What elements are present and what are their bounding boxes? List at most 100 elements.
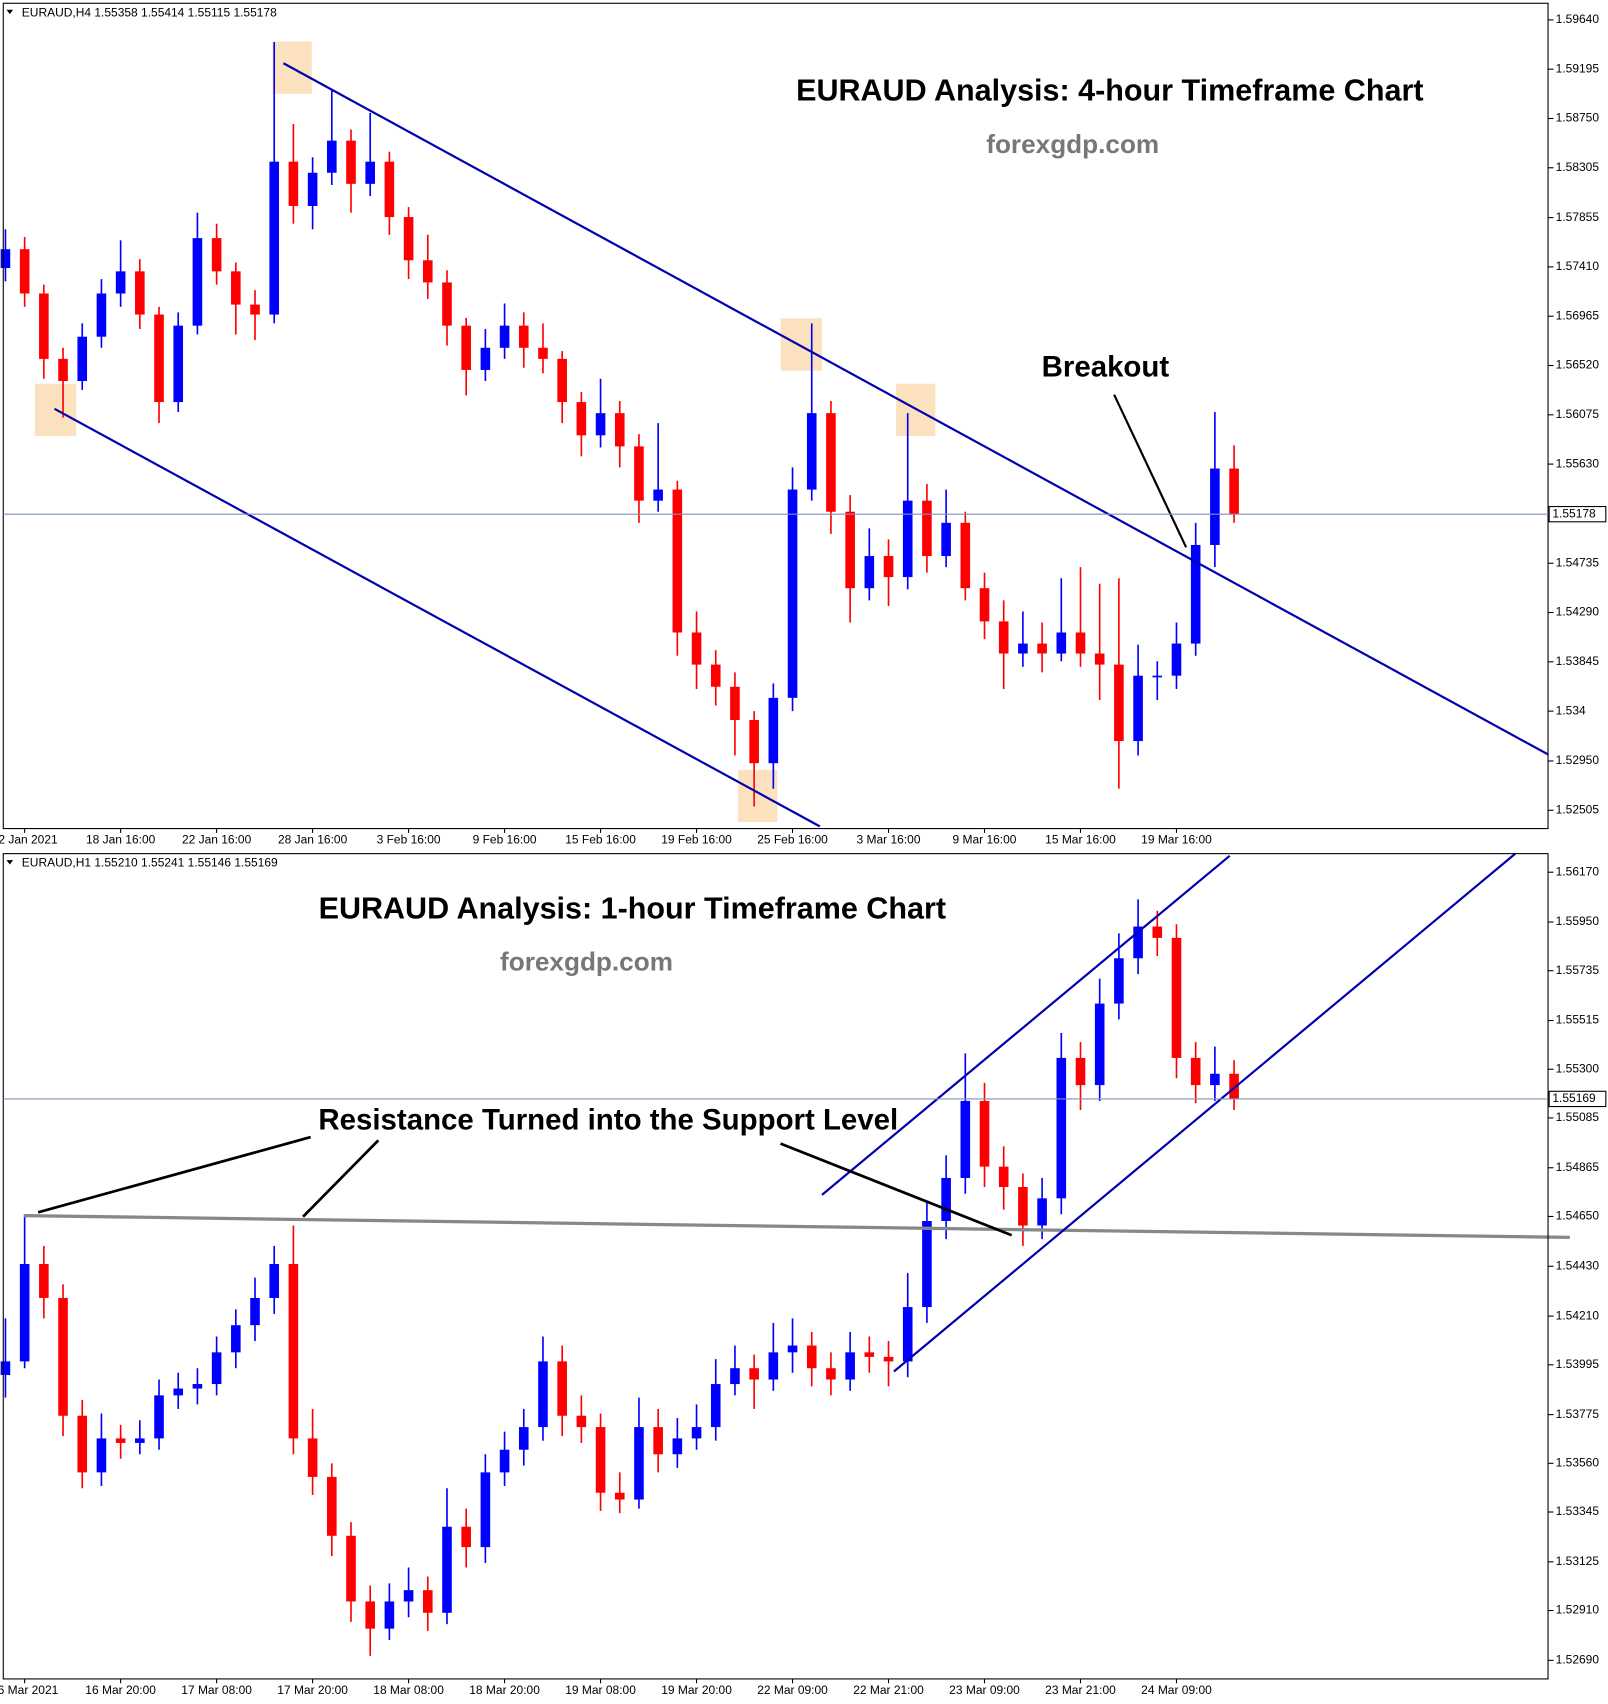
candle-body	[442, 282, 452, 326]
candle-body	[787, 489, 798, 698]
candle-body	[96, 1438, 107, 1473]
candle-body	[691, 632, 702, 665]
candle-body	[1056, 632, 1067, 654]
candle-body	[979, 1100, 990, 1167]
candle-body	[768, 697, 779, 764]
candle-body	[192, 238, 203, 326]
channel-line	[53, 407, 821, 828]
y-tick-label: 1.52505	[1556, 802, 1600, 816]
candle-body	[672, 1438, 683, 1455]
candle-body	[883, 1356, 894, 1362]
y-tick-label: 1.54210	[1556, 1308, 1600, 1322]
candle-body	[595, 413, 606, 436]
x-tick-label: 23 Mar 21:00	[1045, 1683, 1116, 1697]
candle-body	[845, 1352, 855, 1380]
candle-body	[902, 1307, 913, 1362]
y-tick-label: 1.58750	[1556, 111, 1600, 125]
x-tick-label: 22 Jan 16:00	[182, 833, 252, 847]
y-tick-label: 1.52950	[1556, 753, 1600, 767]
candle-body	[826, 1368, 836, 1380]
candle-body	[173, 325, 184, 403]
candle-body	[998, 1166, 1009, 1188]
x-tick-label: 12 Jan 2021	[0, 833, 58, 847]
candle-body	[845, 511, 855, 589]
candle-body	[538, 347, 548, 359]
candle-body	[614, 1492, 625, 1500]
y-tick-label: 1.53345	[1556, 1504, 1600, 1518]
candle-body	[998, 621, 1009, 654]
x-tick-label: 25 Feb 16:00	[757, 833, 828, 847]
candle-body	[710, 664, 721, 687]
candle-body	[442, 1526, 452, 1613]
chart-header: EURAUD,H4 1.55358 1.55414 1.55115 1.5517…	[22, 5, 277, 19]
candle-body	[1075, 1057, 1086, 1086]
candle-body	[653, 1427, 663, 1455]
candle-body	[307, 1438, 318, 1477]
y-tick-label: 1.52690	[1556, 1653, 1600, 1667]
candle-body	[653, 489, 663, 501]
candle-body	[461, 1526, 471, 1548]
candle-body	[1114, 958, 1124, 1004]
candle-body	[365, 1601, 375, 1629]
price-tag	[1548, 505, 1607, 523]
candle-body	[730, 686, 740, 720]
x-tick-label: 18 Jan 16:00	[86, 833, 156, 847]
price-tag	[1548, 1090, 1607, 1108]
candle-body	[1229, 1073, 1239, 1099]
x-tick-label: 19 Mar 20:00	[661, 1683, 732, 1697]
candle-body	[864, 556, 875, 589]
y-tick-label: 1.53775	[1556, 1407, 1600, 1421]
candle-body	[39, 1264, 49, 1298]
annotation-line	[780, 1142, 1013, 1237]
candle-body	[557, 1361, 567, 1416]
candle-body	[710, 1384, 721, 1428]
candle-body	[211, 238, 222, 272]
x-tick-label: 3 Feb 16:00	[377, 833, 441, 847]
x-tick-label: 19 Mar 08:00	[565, 1683, 636, 1697]
y-tick-label: 1.59640	[1556, 12, 1600, 26]
y-tick-label: 1.57410	[1556, 259, 1600, 273]
candle-body	[1094, 653, 1105, 665]
price-tag-label: 1.55169	[1552, 1091, 1596, 1105]
candle-body	[749, 1368, 759, 1380]
candle-body	[480, 347, 491, 370]
candle-body	[883, 556, 894, 578]
candle-body	[1133, 926, 1143, 959]
candle-body	[979, 588, 990, 622]
candle-body	[1190, 544, 1201, 644]
annotation-line	[37, 1135, 312, 1214]
y-tick-label: 1.56965	[1556, 308, 1600, 322]
candle-body	[115, 271, 126, 294]
candle-body	[1094, 1003, 1105, 1086]
candle-body	[922, 1220, 932, 1308]
candle-body	[749, 719, 759, 764]
candle-body	[231, 271, 241, 305]
candle-body	[0, 1361, 11, 1375]
candle-body	[1210, 1073, 1220, 1086]
y-tick-label: 1.56170	[1556, 864, 1600, 878]
candle-body	[1210, 468, 1220, 545]
candle-body	[288, 161, 299, 206]
candles	[0, 899, 1239, 1656]
candle-body	[787, 1345, 798, 1353]
chart-subtitle: forexgdp.com	[986, 129, 1159, 159]
y-tick-label: 1.56075	[1556, 407, 1600, 421]
x-tick-label: 15 Feb 16:00	[565, 833, 636, 847]
x-tick-label: 24 Mar 09:00	[1141, 1683, 1212, 1697]
y-tick-label: 1.55300	[1556, 1061, 1600, 1075]
annotation: Breakout	[1042, 350, 1170, 383]
candle-body	[518, 1427, 529, 1450]
candle-body	[672, 489, 683, 633]
chart-header: EURAUD,H1 1.55210 1.55241 1.55146 1.5516…	[22, 856, 278, 870]
y-tick-label: 1.54865	[1556, 1160, 1600, 1174]
candle-body	[307, 172, 318, 206]
candle-body	[595, 1427, 606, 1493]
chart-title: EURAUD Analysis: 1-hour Timeframe Chart	[319, 891, 946, 925]
y-tick-label: 1.53995	[1556, 1357, 1600, 1371]
x-tick-label: 3 Mar 16:00	[857, 833, 921, 847]
candle-body	[499, 325, 510, 348]
y-tick-label: 1.53560	[1556, 1455, 1600, 1469]
candle-body	[19, 249, 30, 294]
candle-body	[250, 304, 260, 315]
candle-body	[327, 1476, 337, 1536]
